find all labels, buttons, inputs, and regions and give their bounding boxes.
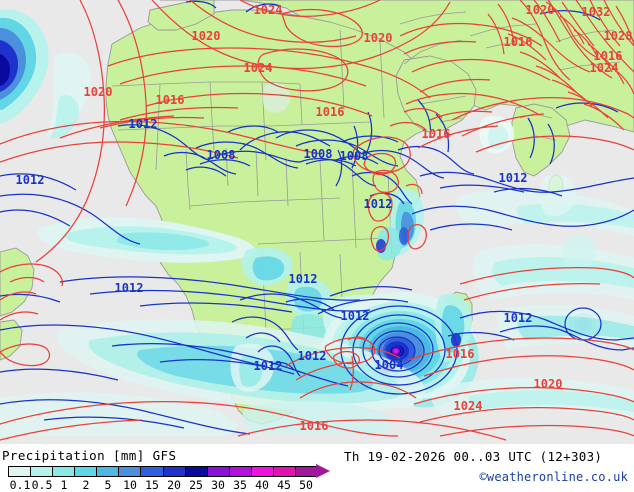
isobar-label-1012-24: 1012 [504,311,533,325]
isobar-label-1016-12: 1016 [316,105,345,119]
colorbar-swatch-50 [296,467,318,476]
colorbar-tick-45: 45 [277,478,291,492]
isobar-label-1012-26: 1012 [298,349,327,363]
colorbar-tick-5: 5 [104,478,112,492]
isobar-label-1020-1: 1020 [526,3,555,17]
isobar-label-1012-22: 1012 [115,281,144,295]
isobar-label-1008-16: 1008 [304,147,333,161]
isobars-low [0,0,634,435]
colorbar-swatch-5 [97,467,120,476]
legend-footer: Precipitation [mm] GFS 0.1 0.5 1 2 5 10 15 20 25… [0,444,634,492]
colorbar-swatch-35 [229,467,252,476]
colorbar-tick-10: 10 [123,478,137,492]
map-area[interactable]: 1024 1020 1032 1028 1020 1020 1016 1024 1016 1024… [0,0,634,444]
isobar-label-1024-9: 1024 [590,61,619,75]
isobar-label-1008-15: 1008 [207,148,236,162]
colorbar-tick-30: 30 [211,478,225,492]
isobar-label-1020-29: 1020 [534,377,563,391]
colorbar-tick-25: 25 [189,478,203,492]
forecast-valid-time: Th 19-02-2026 00..03 UTC (12+303) [344,449,603,464]
isobar-label-1024-0: 1024 [254,3,283,17]
isobar-label-1016-11: 1016 [156,93,185,107]
isobar-label-1020-4: 1020 [192,29,221,43]
colorbar-tick-1: 1 [60,478,68,492]
legend-title: Precipitation [mm] GFS [2,448,177,463]
colorbar-swatch-20 [163,467,186,476]
colorbar-swatch-15 [141,467,164,476]
colorbar-swatch-30 [207,467,230,476]
isobar-label-1012-19: 1012 [499,171,528,185]
colorbar-tick-2: 2 [82,478,90,492]
isobar-label-1012-23: 1012 [341,309,370,323]
colorbar-swatch-2 [75,467,98,476]
isobar-label-1016-8: 1016 [594,49,623,63]
isobar-label-1012-21: 1012 [289,272,318,286]
land-south-america [0,247,35,317]
colorbar-swatch-1 [53,467,76,476]
cyclone-isobars [340,305,458,395]
colorbar-tick-0.5: 0.5 [31,478,53,492]
isobar-label-1012-18: 1012 [16,173,45,187]
colorbar-swatch-40 [251,467,274,476]
colorbar-tick-0.1: 0.1 [9,478,31,492]
colorbar-tick-50: 50 [299,478,313,492]
precip-nw-atlantic [0,9,49,125]
copyright-notice: ©weatheronline.co.uk [479,470,628,484]
isobar-label-1028-3: 1028 [604,29,633,43]
colorbar-swatch-0.1 [9,467,32,476]
isobar-label-1020-10: 1020 [84,85,113,99]
isobar-label-1016-31: 1016 [300,419,329,433]
precipitation-colorbar [8,466,318,477]
colorbar-tick-40: 40 [255,478,269,492]
isobar-label-1016-6: 1016 [504,35,533,49]
isobar-label-1012-13: 1012 [129,117,158,131]
isobar-label-1020-5: 1020 [364,31,393,45]
isobar-label-1016-27: 1016 [446,347,475,361]
colorbar-tick-15: 15 [145,478,159,492]
colorbar-swatch-0.5 [31,467,54,476]
colorbar-overflow-arrow [316,464,330,478]
colorbar-swatch-25 [185,467,208,476]
colorbar-swatch-45 [273,467,297,476]
land-south-america-2 [0,319,23,361]
colorbar-swatch-10 [119,467,142,476]
colorbar-tick-labels: 0.1 0.5 1 2 5 10 15 20 25 30 35 40 45 50 [0,478,330,492]
isobar-label-1016-14: 1016 [422,127,451,141]
isobars-high [0,0,634,441]
isobar-label-1024-30: 1024 [454,399,483,413]
isobar-label-1012-28: 1012 [254,359,283,373]
isobar-label-1004-25: 1004 [375,358,404,372]
isobar-label-1008-17: 1008 [340,149,369,163]
isobar-label-1024-7: 1024 [244,61,273,75]
isobar-label-1032-2: 1032 [582,5,611,19]
colorbar-tick-20: 20 [167,478,181,492]
colorbar-tick-35: 35 [233,478,247,492]
isobar-label-1012-20: 1012 [364,197,393,211]
